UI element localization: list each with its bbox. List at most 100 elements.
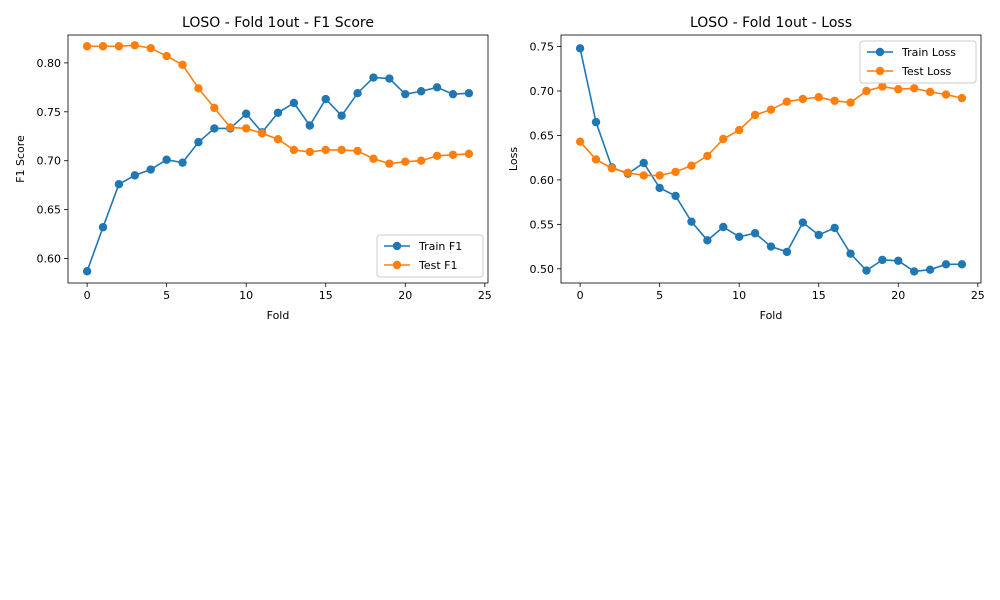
data-point <box>385 159 394 168</box>
legend-label: Test Loss <box>901 65 952 78</box>
data-point <box>925 265 935 274</box>
data-point <box>782 97 792 106</box>
data-point <box>273 108 283 117</box>
x-tick-label: 5 <box>163 289 170 302</box>
data-point <box>130 171 140 180</box>
x-tick-label: 20 <box>891 289 905 302</box>
data-point <box>448 150 458 160</box>
y-tick-label: 0.60 <box>37 253 62 266</box>
data-point <box>639 158 648 168</box>
x-tick-label: 25 <box>478 289 492 302</box>
data-point <box>750 110 760 120</box>
data-point <box>289 98 299 108</box>
legend-label: Train F1 <box>418 240 462 253</box>
data-point <box>734 125 744 135</box>
data-point <box>401 157 410 166</box>
plot-frame <box>560 34 982 284</box>
data-point <box>687 217 696 226</box>
data-point <box>814 93 823 102</box>
series-test-loss <box>575 82 967 180</box>
loss-chart: LOSO - Fold 1out - Loss 0 5 10 15 20 25 0.50 0.5… <box>507 15 985 322</box>
data-point <box>353 146 362 156</box>
y-tick-label: 0.75 <box>530 41 555 54</box>
data-point <box>289 145 299 155</box>
y-tick-label: 0.65 <box>530 129 555 142</box>
data-point <box>719 222 728 232</box>
data-point <box>98 223 108 232</box>
data-point <box>846 98 855 107</box>
data-point <box>878 255 887 265</box>
x-tick-label: 0 <box>84 289 91 302</box>
data-point <box>687 161 696 170</box>
x-tick-label: 15 <box>319 289 333 302</box>
x-tick-label: 10 <box>732 289 746 302</box>
data-point <box>226 123 235 132</box>
data-point <box>766 105 776 114</box>
y-tick-label: 0.70 <box>37 155 62 168</box>
data-point <box>782 247 792 257</box>
data-point <box>416 87 426 96</box>
data-point <box>337 145 346 155</box>
x-tick-label: 20 <box>398 289 412 302</box>
data-point <box>432 83 442 92</box>
data-point <box>798 94 808 104</box>
data-point <box>607 164 617 173</box>
legend-label: Train Loss <box>901 46 956 59</box>
y-tick-label: 0.80 <box>37 57 62 70</box>
data-point <box>862 86 871 96</box>
legend-marker <box>875 47 885 57</box>
data-point <box>575 44 585 53</box>
data-point <box>194 84 203 93</box>
x-tick-label: 10 <box>239 289 253 302</box>
data-point <box>305 147 315 157</box>
data-point <box>162 155 171 164</box>
data-point <box>273 134 283 144</box>
data-point <box>703 236 712 245</box>
y-tick-label: 0.75 <box>37 106 62 119</box>
data-point <box>941 260 951 269</box>
data-point <box>337 111 346 120</box>
data-point <box>369 154 378 163</box>
data-point <box>814 230 823 240</box>
data-point <box>114 42 124 51</box>
data-point <box>639 171 648 180</box>
data-point <box>194 137 203 147</box>
data-point <box>909 267 919 276</box>
data-point <box>894 256 903 265</box>
data-point <box>321 145 330 155</box>
data-point <box>448 89 458 99</box>
data-point <box>734 232 744 241</box>
data-point <box>241 124 251 133</box>
chart-title: LOSO - Fold 1out - F1 Score <box>182 15 374 31</box>
data-point <box>671 191 680 201</box>
data-point <box>766 242 776 251</box>
y-tick-label: 0.65 <box>37 204 62 217</box>
y-tick-label: 0.55 <box>530 218 555 231</box>
data-point <box>82 267 92 276</box>
x-tick-label: 25 <box>971 289 985 302</box>
data-point <box>210 124 219 133</box>
data-point <box>703 151 712 161</box>
data-point <box>464 89 474 98</box>
data-point <box>655 171 664 180</box>
data-point <box>878 82 887 91</box>
x-tick-label: 5 <box>656 289 663 302</box>
data-point <box>575 137 585 146</box>
x-axis-label: Fold <box>267 309 290 322</box>
data-point <box>464 149 474 159</box>
series-train-f1 <box>82 73 474 276</box>
data-point <box>623 168 633 177</box>
data-point <box>957 260 967 269</box>
f1-score-chart: LOSO - Fold 1out - F1 Score 0 5 10 15 20 25 0.6… <box>14 15 492 322</box>
data-point <box>305 121 315 130</box>
data-point <box>385 74 394 83</box>
data-point <box>750 229 760 238</box>
data-point <box>178 60 187 70</box>
series-test-f1 <box>82 41 474 168</box>
data-point <box>671 167 680 177</box>
data-point <box>369 73 378 82</box>
data-point <box>719 134 728 144</box>
data-point <box>321 94 330 104</box>
